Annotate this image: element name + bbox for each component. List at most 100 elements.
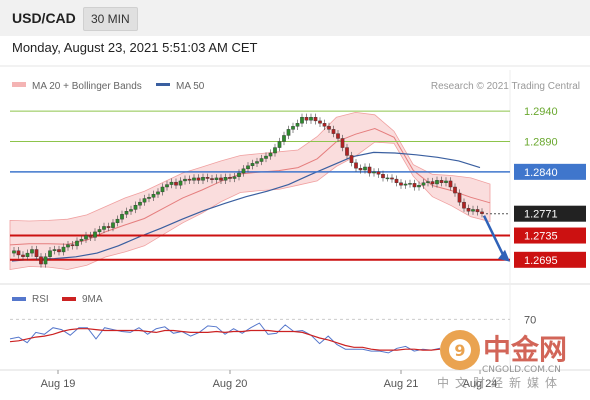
candle-body — [241, 168, 246, 174]
candle-body — [282, 135, 286, 142]
candle-body — [327, 126, 331, 130]
candle-body — [331, 129, 336, 134]
candle-body — [480, 211, 484, 214]
candle-body — [403, 183, 408, 186]
candle-body — [178, 180, 183, 186]
candle-body — [70, 244, 75, 247]
ma50-line — [11, 151, 481, 262]
candle-body — [421, 182, 426, 186]
candle-body — [277, 141, 282, 148]
chart-header: USD/CAD 30 MIN — [0, 0, 590, 36]
candle-body — [183, 178, 187, 182]
level-badge — [514, 227, 586, 244]
candle-body — [30, 249, 34, 254]
candle-body — [25, 252, 30, 257]
candle-body — [255, 161, 259, 164]
candle-body — [259, 158, 264, 162]
candle-body — [169, 181, 174, 185]
legend-swatch-ma50 — [156, 83, 170, 86]
svg-text:CNGOLD.COM.CN: CNGOLD.COM.CN — [482, 365, 561, 375]
legend-label-rsi: RSI — [32, 294, 49, 305]
candle-body — [264, 155, 268, 159]
candle-body — [43, 256, 48, 265]
candle-body — [61, 246, 66, 253]
timeframe-badge[interactable]: 30 MIN — [83, 7, 138, 31]
candle-body — [295, 123, 300, 127]
ma20-line — [9, 127, 491, 246]
level-label: 1.2771 — [524, 209, 558, 221]
level-badge — [514, 205, 586, 222]
research-credit: Research © 2021 Trading Central — [431, 81, 580, 92]
candle-body — [417, 184, 421, 188]
candle-body — [21, 254, 25, 257]
candle-body — [349, 155, 354, 163]
candle-body — [115, 218, 120, 223]
candle-body — [345, 147, 349, 156]
candle-body — [304, 117, 309, 121]
candle-body — [232, 176, 237, 179]
candle-body — [84, 235, 88, 240]
candle-body — [466, 208, 471, 212]
level-label: 1.2695 — [524, 255, 558, 267]
candle-body — [268, 152, 273, 157]
candle-body — [120, 214, 124, 220]
candle-body — [363, 166, 367, 171]
level-label: 1.2940 — [524, 106, 558, 118]
candle-body — [12, 250, 16, 254]
candle-body — [52, 249, 57, 251]
candle-body — [142, 198, 147, 203]
legend-swatch-bb — [12, 82, 26, 87]
candle-body — [367, 166, 372, 174]
candle-body — [156, 191, 160, 195]
candle-body — [475, 209, 480, 213]
candle-body — [88, 235, 93, 238]
candle-body — [286, 129, 291, 136]
candle-body — [174, 181, 178, 186]
candle-body — [435, 180, 439, 185]
candle-body — [426, 181, 430, 183]
svg-text:9: 9 — [454, 341, 465, 360]
candle-body — [372, 171, 376, 174]
candle-body — [336, 133, 340, 139]
candle-body — [16, 250, 21, 256]
candle-body — [165, 184, 169, 188]
candle-body — [129, 209, 133, 212]
candle-body — [309, 117, 313, 121]
candle-body — [457, 192, 462, 203]
rsi-level-label: 70 — [524, 314, 536, 326]
candle-body — [354, 162, 358, 169]
candle-body — [124, 211, 129, 215]
candle-body — [453, 186, 457, 194]
watermark-logo: 9 中金网 CNGOLD.COM.CN 中文财经新媒体 — [437, 330, 567, 390]
candle-body — [111, 222, 115, 228]
forecast-arrowhead — [498, 249, 510, 262]
candle-body — [439, 180, 444, 183]
candle-body — [66, 244, 70, 248]
candle-body — [394, 178, 399, 183]
candle-body — [430, 181, 435, 185]
candle-body — [147, 197, 151, 199]
candle-body — [318, 120, 322, 124]
candle-body — [210, 178, 214, 180]
candle-body — [300, 117, 304, 124]
candle-body — [358, 167, 363, 171]
candle-body — [187, 178, 192, 181]
candle-body — [138, 201, 142, 206]
rsi-line — [9, 322, 441, 354]
candle-body — [291, 126, 295, 130]
candle-body — [273, 147, 277, 154]
candle-body — [133, 204, 138, 210]
candle-body — [205, 177, 210, 179]
level-label: 1.2890 — [524, 137, 558, 149]
candle-body — [223, 177, 228, 181]
candle-body — [448, 180, 453, 188]
candle-body — [214, 177, 219, 180]
level-badge — [514, 163, 586, 180]
candle-body — [412, 183, 417, 188]
svg-text:中文财经新媒体: 中文财经新媒体 — [437, 375, 563, 390]
candle-body — [201, 177, 205, 181]
candle-body — [48, 250, 52, 257]
candle-body — [160, 186, 165, 193]
rsi-ma-line — [9, 328, 441, 351]
